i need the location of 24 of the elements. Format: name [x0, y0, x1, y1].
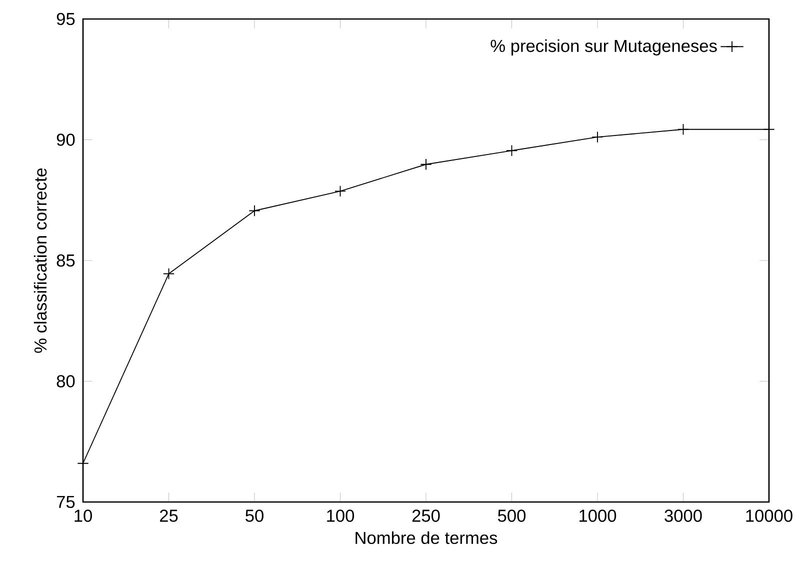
point [162, 268, 175, 280]
x-axis-title: Nombre de termes [356, 531, 498, 544]
point [677, 124, 690, 136]
x-tick-label: 10000 [746, 510, 792, 522]
point [248, 204, 260, 217]
x-tick-label: 50 [246, 510, 264, 522]
point [420, 158, 432, 170]
y-tick-label: 95 [56, 12, 75, 26]
x-tick-label: 3000 [664, 510, 702, 522]
legend-label: % precision sur Mutageneses [490, 39, 717, 56]
y-tick-label: 85 [56, 254, 75, 267]
x-tick-label: 500 [498, 510, 526, 522]
x-tick-label: 100 [327, 510, 354, 522]
y-tick-label: 90 [56, 134, 75, 146]
x-tick-label: 25 [160, 510, 178, 522]
x-tick-label: 250 [412, 510, 440, 522]
point [506, 144, 518, 156]
point [334, 185, 346, 197]
y-tick-label: 75 [56, 496, 75, 508]
y-tick-label: 80 [56, 375, 75, 388]
x-tick-label: 10 [74, 510, 92, 522]
y-axis-title: % classification correcte [34, 168, 47, 353]
point [592, 131, 604, 143]
x-tick-label: 1000 [580, 510, 616, 522]
